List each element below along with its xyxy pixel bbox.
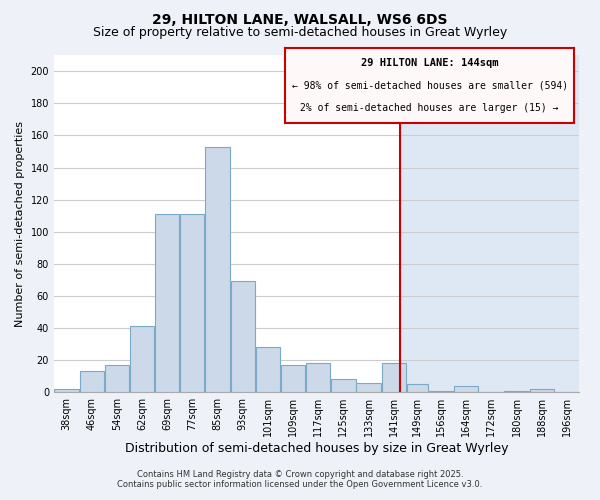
Bar — [180, 214, 205, 392]
Text: Size of property relative to semi-detached houses in Great Wyrley: Size of property relative to semi-detach… — [93, 26, 507, 39]
Bar — [400, 55, 580, 392]
Bar — [505, 390, 529, 392]
Bar — [407, 384, 428, 392]
Bar — [331, 380, 356, 392]
Y-axis label: Number of semi-detached properties: Number of semi-detached properties — [15, 120, 25, 326]
Bar — [230, 282, 255, 392]
Bar — [306, 364, 331, 392]
Bar — [281, 365, 305, 392]
Bar — [55, 389, 79, 392]
Bar — [205, 146, 230, 392]
Bar — [105, 365, 129, 392]
Text: Contains HM Land Registry data © Crown copyright and database right 2025.
Contai: Contains HM Land Registry data © Crown c… — [118, 470, 482, 489]
Bar — [356, 382, 381, 392]
X-axis label: Distribution of semi-detached houses by size in Great Wyrley: Distribution of semi-detached houses by … — [125, 442, 508, 455]
Text: 29, HILTON LANE, WALSALL, WS6 6DS: 29, HILTON LANE, WALSALL, WS6 6DS — [152, 12, 448, 26]
Bar — [530, 389, 554, 392]
Bar — [382, 364, 406, 392]
Bar — [454, 386, 478, 392]
Bar — [429, 390, 453, 392]
Bar — [256, 348, 280, 392]
Bar — [80, 372, 104, 392]
Bar — [130, 326, 154, 392]
Bar — [155, 214, 179, 392]
